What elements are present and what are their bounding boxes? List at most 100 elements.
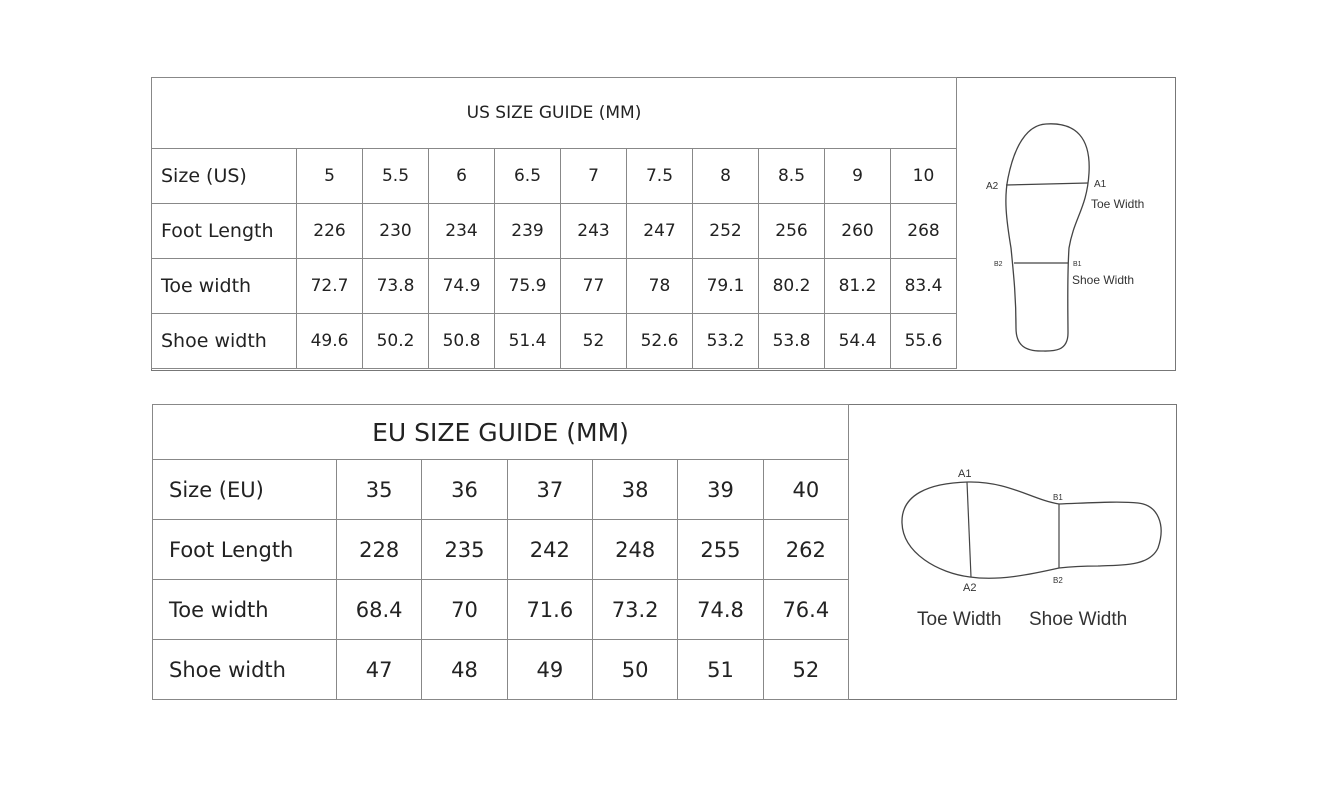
table-row: Size (EU) 35 36 37 38 39 40 xyxy=(152,459,850,520)
table-cell: 7 xyxy=(560,148,627,204)
table-cell: 79.1 xyxy=(692,258,759,314)
table-cell: 242 xyxy=(506,519,593,580)
eu-foot-diagram: A1 A2 B1 B2 Toe Width Shoe Width xyxy=(901,468,1162,630)
table-cell: 268 xyxy=(890,203,957,259)
table-cell: 36 xyxy=(421,459,508,520)
table-cell: 228 xyxy=(335,519,423,580)
table-cell: 77 xyxy=(560,258,627,314)
foot-outline-vertical xyxy=(1005,123,1090,352)
label-shoe-width: Shoe Width xyxy=(1029,609,1127,630)
row-label: Shoe width xyxy=(151,313,297,369)
table-cell: 73.8 xyxy=(362,258,429,314)
us-size-table: US SIZE GUIDE (MM) Size (US) 5 5.5 6 6.5 7 7.5 8… xyxy=(151,77,957,369)
table-cell: 53.2 xyxy=(692,313,759,369)
label-a2: A2 xyxy=(986,181,999,192)
table-cell: 72.7 xyxy=(296,258,363,314)
label-a2: A2 xyxy=(963,582,976,594)
table-cell: 35 xyxy=(335,459,423,520)
table-cell: 247 xyxy=(626,203,693,259)
table-cell: 81.2 xyxy=(824,258,891,314)
table-cell: 50.2 xyxy=(362,313,429,369)
table-cell: 243 xyxy=(560,203,627,259)
table-cell: 8 xyxy=(692,148,759,204)
table-cell: 10 xyxy=(890,148,957,204)
table-cell: 50.8 xyxy=(428,313,495,369)
table-cell: 47 xyxy=(335,639,423,700)
row-label: Toe width xyxy=(151,258,297,314)
table-cell: 73.2 xyxy=(591,579,679,640)
table-cell: 8.5 xyxy=(758,148,825,204)
label-toe-width: Toe Width xyxy=(1091,197,1144,211)
table-cell: 50 xyxy=(591,639,679,700)
row-label: Size (US) xyxy=(151,148,297,204)
table-cell: 48 xyxy=(421,639,508,700)
row-label: Foot Length xyxy=(152,519,337,580)
label-toe-width: Toe Width xyxy=(917,609,1001,630)
table-cell: 51.4 xyxy=(494,313,561,369)
table-cell: 49 xyxy=(506,639,593,700)
label-shoe-width: Shoe Width xyxy=(1072,273,1134,287)
table-row: Foot Length 226 230 234 239 243 247 252 256 260 26… xyxy=(151,203,957,259)
table-cell: 38 xyxy=(591,459,679,520)
row-label: Toe width xyxy=(152,579,337,640)
table-row: Toe width 68.4 70 71.6 73.2 74.8 76.4 xyxy=(152,579,850,640)
table-cell: 53.8 xyxy=(758,313,825,369)
label-a1: A1 xyxy=(1094,179,1107,190)
table-cell: 239 xyxy=(494,203,561,259)
table-row: Size (US) 5 5.5 6 6.5 7 7.5 8 8.5 9 10 xyxy=(151,148,957,204)
table-cell: 49.6 xyxy=(296,313,363,369)
table-cell: 52 xyxy=(560,313,627,369)
table-cell: 68.4 xyxy=(335,579,423,640)
table-cell: 39 xyxy=(677,459,764,520)
foot-outline-horizontal xyxy=(901,481,1162,579)
table-cell: 37 xyxy=(506,459,593,520)
table-cell: 252 xyxy=(692,203,759,259)
table-cell: 52.6 xyxy=(626,313,693,369)
label-b1: B1 xyxy=(1053,493,1063,502)
label-b1: B1 xyxy=(1073,261,1082,268)
row-label: Foot Length xyxy=(151,203,297,259)
label-b2: B2 xyxy=(994,261,1003,268)
table-cell: 226 xyxy=(296,203,363,259)
table-cell: 76.4 xyxy=(762,579,850,640)
table-cell: 248 xyxy=(591,519,679,580)
table-cell: 230 xyxy=(362,203,429,259)
table-cell: 54.4 xyxy=(824,313,891,369)
table-cell: 235 xyxy=(421,519,508,580)
table-title: US SIZE GUIDE (MM) xyxy=(151,77,957,149)
table-title: EU SIZE GUIDE (MM) xyxy=(152,404,849,460)
row-label: Size (EU) xyxy=(152,459,337,520)
row-label: Shoe width xyxy=(152,639,337,700)
table-cell: 262 xyxy=(762,519,850,580)
table-row: Toe width 72.7 73.8 74.9 75.9 77 78 79.1 80.2 81.… xyxy=(151,258,957,314)
table-cell: 75.9 xyxy=(494,258,561,314)
table-cell: 9 xyxy=(824,148,891,204)
table-cell: 71.6 xyxy=(506,579,593,640)
table-cell: 40 xyxy=(762,459,850,520)
table-cell: 74.9 xyxy=(428,258,495,314)
table-row: Foot Length 228 235 242 248 255 262 xyxy=(152,519,850,580)
us-foot-diagram: A2 A1 Toe Width B2 B1 Shoe Width xyxy=(986,123,1144,352)
table-cell: 78 xyxy=(626,258,693,314)
table-cell: 80.2 xyxy=(758,258,825,314)
label-b2: B2 xyxy=(1053,576,1063,585)
label-a1: A1 xyxy=(958,468,971,480)
table-cell: 55.6 xyxy=(890,313,957,369)
table-cell: 5.5 xyxy=(362,148,429,204)
table-cell: 7.5 xyxy=(626,148,693,204)
table-cell: 51 xyxy=(677,639,764,700)
table-cell: 234 xyxy=(428,203,495,259)
table-cell: 260 xyxy=(824,203,891,259)
table-cell: 6.5 xyxy=(494,148,561,204)
table-cell: 5 xyxy=(296,148,363,204)
table-cell: 52 xyxy=(762,639,850,700)
table-row: Shoe width 49.6 50.2 50.8 51.4 52 52.6 53.2 53.8… xyxy=(151,313,957,369)
table-cell: 6 xyxy=(428,148,495,204)
table-cell: 83.4 xyxy=(890,258,957,314)
table-cell: 70 xyxy=(421,579,508,640)
table-cell: 74.8 xyxy=(677,579,764,640)
table-cell: 256 xyxy=(758,203,825,259)
eu-size-table: EU SIZE GUIDE (MM) Size (EU) 35 36 37 38 39 40 F… xyxy=(152,404,850,700)
table-row: Shoe width 47 48 49 50 51 52 xyxy=(152,639,850,700)
table-cell: 255 xyxy=(677,519,764,580)
